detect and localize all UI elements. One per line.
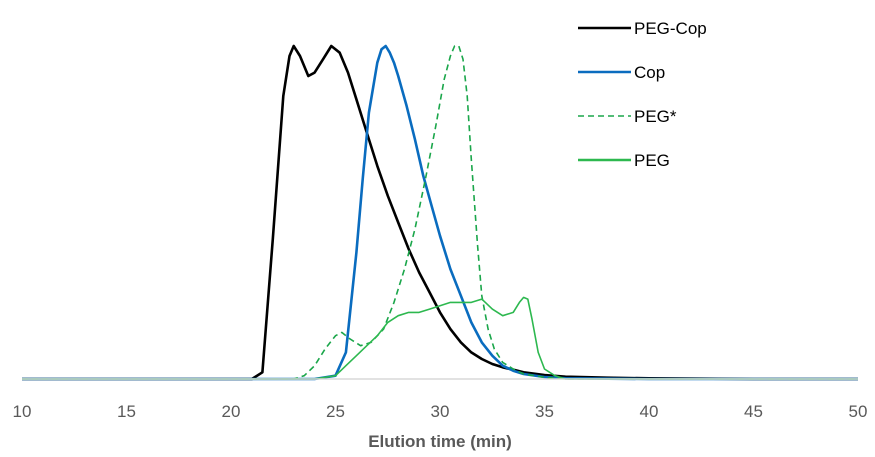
x-tick-label: 20 bbox=[222, 402, 241, 421]
x-tick-label: 10 bbox=[13, 402, 32, 421]
x-tick-label: 40 bbox=[640, 402, 659, 421]
series-line-peg bbox=[22, 45, 858, 380]
x-axis-title: Elution time (min) bbox=[368, 432, 512, 451]
series-line-peg bbox=[22, 296, 858, 380]
series-line-peg-cop bbox=[22, 44, 858, 381]
x-tick-label: 45 bbox=[744, 402, 763, 421]
legend-label: PEG bbox=[634, 151, 670, 170]
legend-label: PEG* bbox=[634, 107, 677, 126]
legend-label: Cop bbox=[634, 63, 665, 82]
series-layer bbox=[22, 44, 858, 381]
legend: PEG-Cop Cop PEG* PEG bbox=[578, 19, 707, 170]
x-tick-label: 15 bbox=[117, 402, 136, 421]
x-tick-labels: 10 15 20 25 30 35 40 45 50 bbox=[13, 402, 868, 421]
legend-label: PEG-Cop bbox=[634, 19, 707, 38]
x-tick-label: 35 bbox=[535, 402, 554, 421]
series-line-cop bbox=[22, 44, 858, 381]
x-tick-label: 30 bbox=[431, 402, 450, 421]
x-tick-label: 25 bbox=[326, 402, 345, 421]
x-tick-label: 50 bbox=[849, 402, 868, 421]
